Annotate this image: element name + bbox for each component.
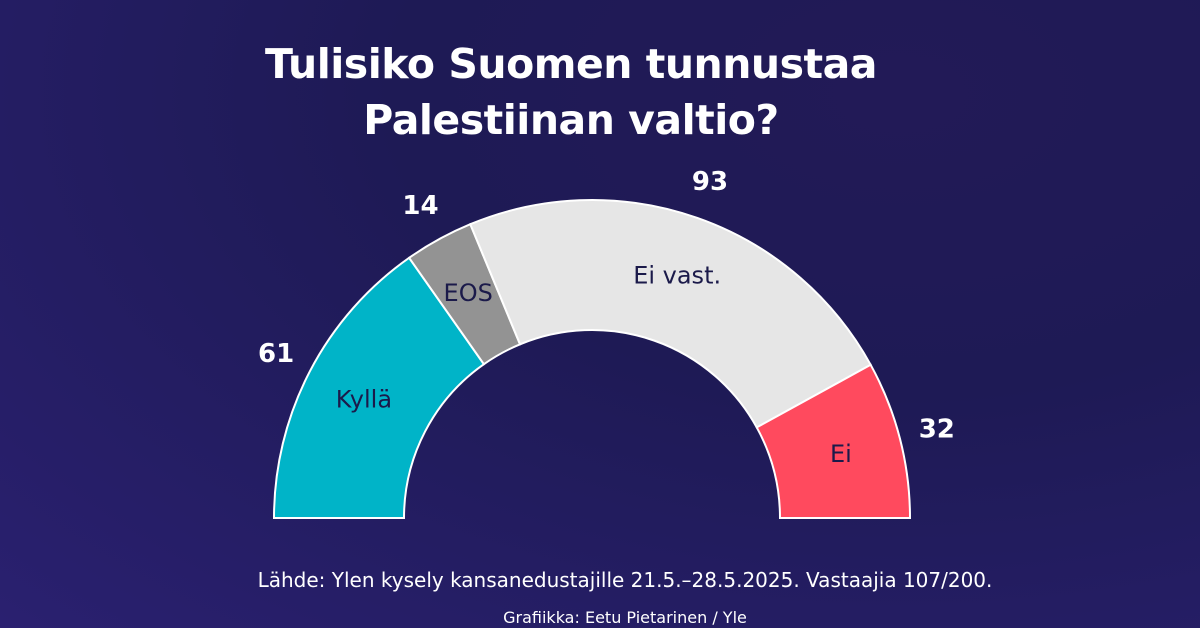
slice-kyll [272, 256, 486, 519]
chart-title: Tulisiko Suomen tunnustaa Palestiinan va… [0, 36, 1142, 148]
title-line-1: Tulisiko Suomen tunnustaa [265, 40, 877, 88]
slice-value-kyll: 61 [258, 339, 294, 369]
source-note: Lähde: Ylen kysely kansanedustajille 21.… [257, 568, 993, 592]
slice-ei [755, 363, 912, 519]
slice-label-ei-vast: Ei vast. [633, 262, 721, 290]
slice-value-ei: 32 [919, 414, 955, 444]
slice-label-eos: EOS [444, 279, 493, 307]
slice-label-ei: Ei [830, 440, 852, 468]
slice-value-ei-vast: 93 [692, 167, 728, 197]
slice-ei-vast [469, 199, 873, 429]
credit-note: Grafiikka: Eetu Pietarinen / Yle [503, 608, 747, 627]
slice-label-kyll: Kyllä [336, 386, 392, 414]
title-line-2: Palestiinan valtio? [363, 96, 779, 144]
slice-value-eos: 14 [402, 191, 438, 221]
